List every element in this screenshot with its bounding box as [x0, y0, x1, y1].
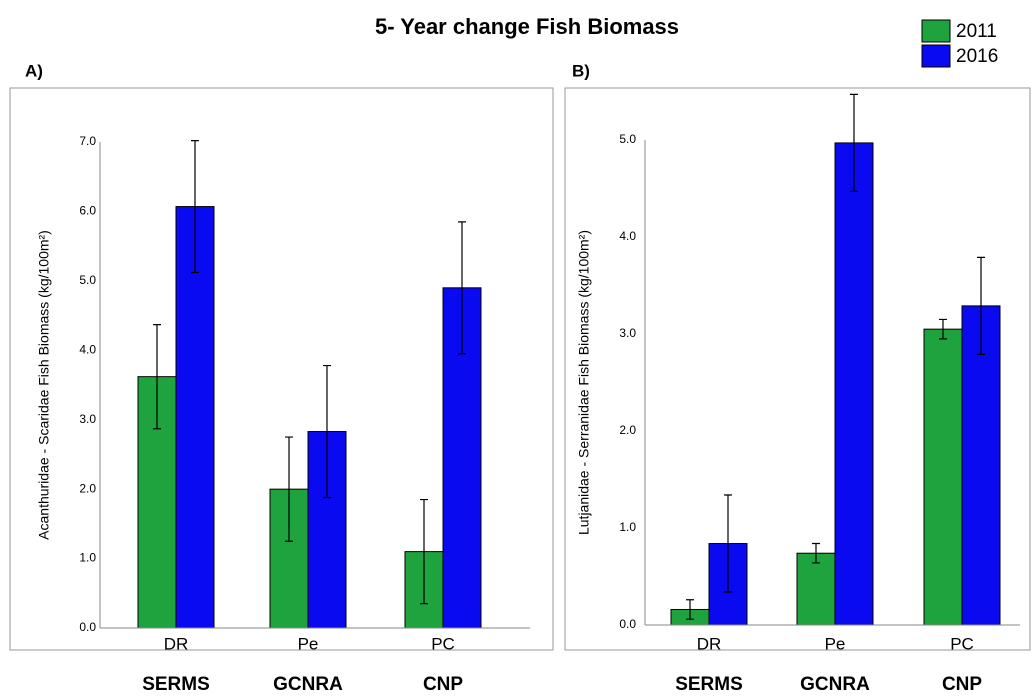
error-bar: [939, 318, 947, 340]
x-tick-label: PC: [431, 634, 455, 653]
error-bar: [458, 221, 466, 355]
panel-label: A): [25, 61, 43, 80]
x-tick-label: DR: [164, 634, 189, 653]
error-bar: [812, 542, 820, 564]
error-bar: [724, 494, 732, 593]
error-bar: [191, 140, 199, 274]
group-label: CNP: [423, 674, 463, 695]
y-tick-label: 4.0: [79, 342, 96, 356]
group-label: SERMS: [675, 674, 743, 695]
legend-label: 2011: [956, 21, 997, 42]
error-bar: [153, 323, 161, 430]
bar: [834, 142, 874, 626]
bar: [961, 305, 1001, 626]
error-bar: [323, 364, 331, 499]
error-bar: [420, 498, 428, 605]
x-tick-label: Pe: [825, 634, 846, 653]
group-label: SERMS: [142, 674, 210, 695]
panel-frame: [9, 87, 554, 651]
error-bar: [285, 436, 293, 542]
y-tick-label: 6.0: [79, 204, 96, 218]
bar: [923, 328, 963, 626]
y-tick-label: 5.0: [79, 273, 96, 287]
x-tick-label: PC: [950, 634, 974, 653]
y-tick-label: 2.0: [619, 423, 636, 437]
group-label: GCNRA: [800, 674, 870, 695]
y-tick-label: 0.0: [619, 617, 636, 631]
y-tick-label: 1.0: [79, 551, 96, 565]
y-tick-label: 3.0: [79, 412, 96, 426]
x-tick-label: DR: [697, 634, 722, 653]
y-axis-label: Acanthuridae - Scaridae Fish Biomass (kg…: [36, 230, 52, 540]
error-bar: [686, 599, 694, 620]
legend-swatch: [921, 44, 951, 68]
legend-label: 2016: [956, 46, 998, 67]
y-tick-label: 1.0: [619, 520, 636, 534]
y-tick-label: 2.0: [79, 481, 96, 495]
y-tick-label: 4.0: [619, 229, 636, 243]
group-label: CNP: [942, 674, 982, 695]
y-axis-label: Lutjanidae - Serranidae Fish Biomass (kg…: [576, 230, 592, 535]
y-tick-label: 5.0: [619, 132, 636, 146]
group-label: GCNRA: [273, 674, 343, 695]
y-tick-label: 0.0: [79, 620, 96, 634]
error-bar: [977, 256, 985, 355]
legend-swatch: [921, 19, 951, 43]
error-bar: [850, 93, 858, 193]
x-tick-label: Pe: [298, 634, 319, 653]
panel-label: B): [572, 61, 590, 80]
bar: [796, 552, 836, 626]
y-tick-label: 7.0: [79, 134, 96, 148]
panel-frame: [564, 87, 1031, 651]
chart-title: 5- Year change Fish Biomass: [375, 14, 679, 39]
y-tick-label: 3.0: [619, 326, 636, 340]
